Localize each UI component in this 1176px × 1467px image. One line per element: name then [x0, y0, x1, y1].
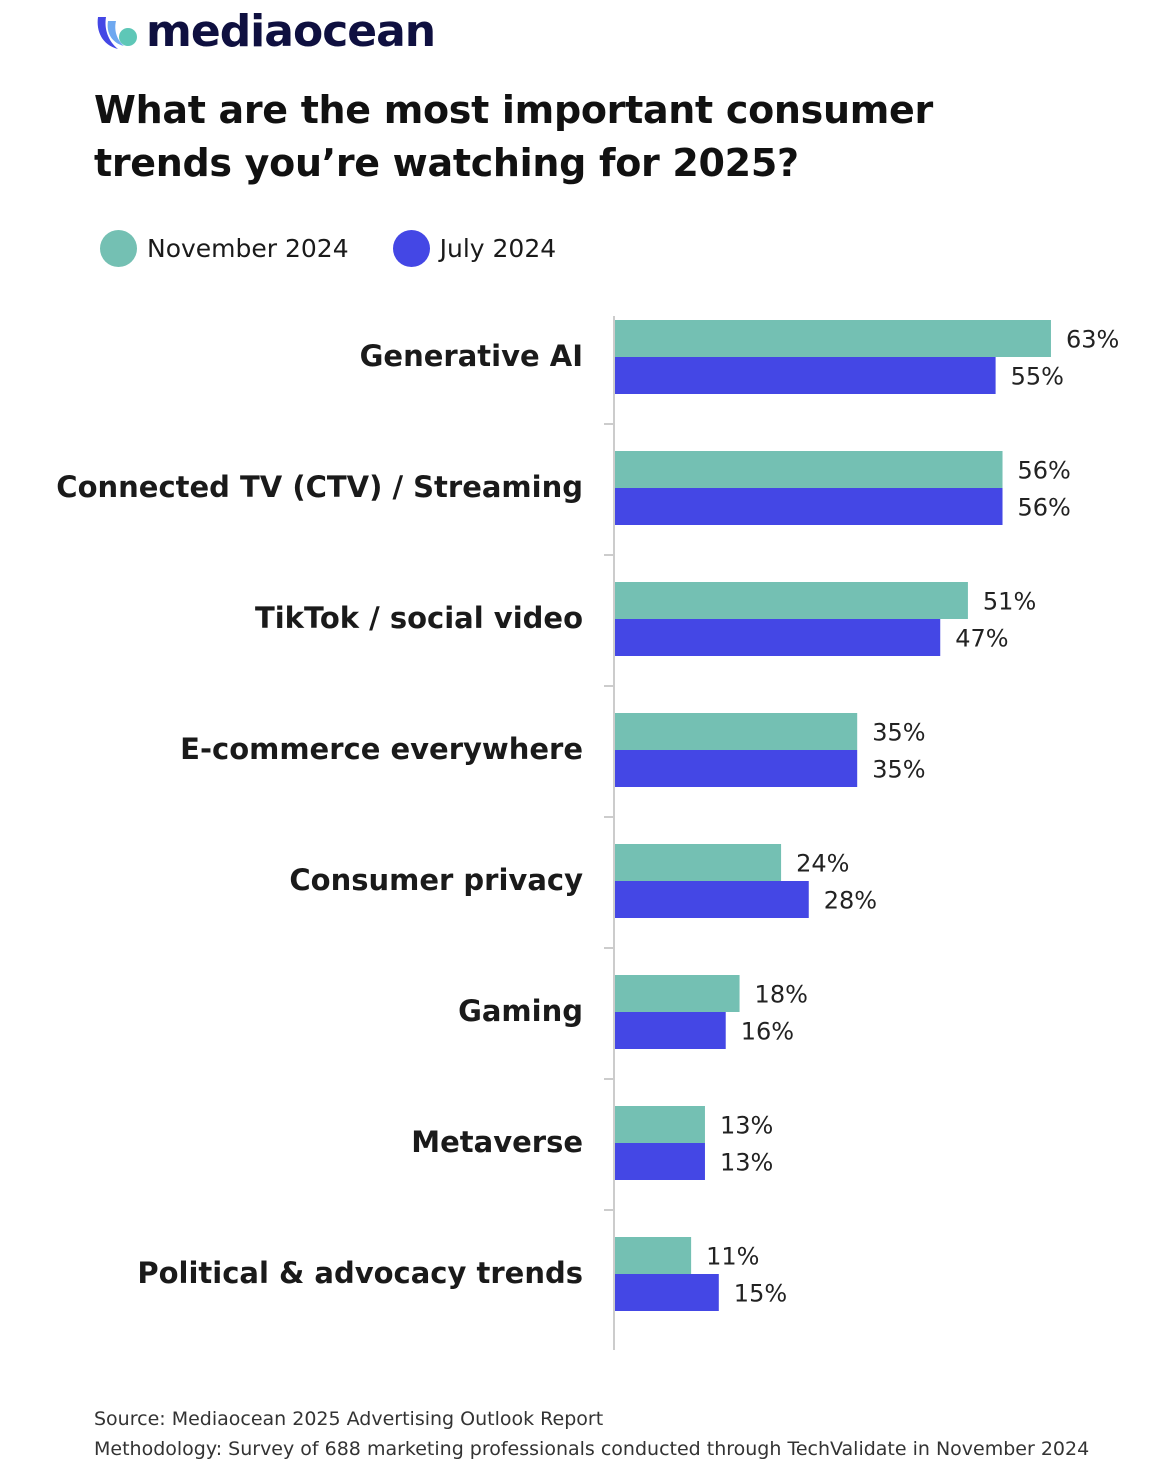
data-label: 13%	[720, 1149, 773, 1177]
bar-november	[615, 713, 858, 750]
bar-november	[615, 320, 1051, 357]
legend-item-november: November 2024	[100, 230, 349, 267]
data-label: 56%	[1018, 457, 1071, 485]
data-label: 18%	[755, 981, 808, 1009]
bar-july	[615, 488, 1003, 525]
source-note: Source: Mediaocean 2025 Advertising Outl…	[94, 1408, 604, 1430]
category-label: Political & advocacy trends	[137, 1256, 583, 1290]
bar-november	[615, 451, 1003, 488]
bar-chart: Generative AI 63%55% Connected TV (CTV) / …	[56, 316, 1119, 1350]
bar-november	[615, 844, 782, 881]
mediaocean-logo: mediaocean	[94, 6, 436, 57]
bar-november	[615, 1237, 692, 1274]
data-label: 13%	[720, 1112, 773, 1140]
data-label: 16%	[741, 1018, 794, 1046]
logo-wave-icon	[97, 17, 137, 49]
data-label: 24%	[796, 850, 849, 878]
chart-title: What are the most important consumer tre…	[94, 88, 933, 185]
data-label: 63%	[1066, 326, 1119, 354]
data-label: 28%	[824, 887, 877, 915]
bar-july	[615, 1274, 719, 1311]
category-label: Metaverse	[411, 1125, 583, 1159]
data-label: 11%	[706, 1243, 759, 1271]
category-label: Gaming	[458, 994, 583, 1028]
bar-july	[615, 881, 809, 918]
category-label: TikTok / social video	[255, 601, 583, 635]
data-label: 51%	[983, 588, 1036, 616]
category-label: E-commerce everywhere	[180, 732, 583, 766]
bar-july	[615, 619, 941, 656]
bar-july	[615, 1143, 705, 1180]
bar-july	[615, 750, 858, 787]
data-label: 35%	[872, 756, 925, 784]
brand-name: mediaocean	[146, 6, 436, 57]
data-label: 55%	[1011, 363, 1064, 391]
bar-july	[615, 357, 996, 394]
category-label: Generative AI	[360, 339, 583, 373]
data-label: 47%	[955, 625, 1008, 653]
legend-dot-november	[100, 230, 137, 267]
bar-july	[615, 1012, 726, 1049]
bar-november	[615, 975, 740, 1012]
bar-november	[615, 582, 968, 619]
legend-label-july: July 2024	[439, 234, 557, 263]
data-label: 15%	[734, 1280, 787, 1308]
legend-dot-july	[392, 230, 430, 267]
legend-item-july: July 2024	[392, 230, 557, 267]
category-label: Connected TV (CTV) / Streaming	[56, 470, 583, 504]
data-label: 35%	[872, 719, 925, 747]
legend-label-november: November 2024	[147, 234, 349, 263]
methodology-note: Methodology: Survey of 688 marketing pro…	[94, 1438, 1090, 1460]
category-label: Consumer privacy	[289, 863, 583, 897]
legend: November 2024 July 2024	[100, 230, 600, 267]
data-label: 56%	[1018, 494, 1071, 522]
bar-november	[615, 1106, 705, 1143]
